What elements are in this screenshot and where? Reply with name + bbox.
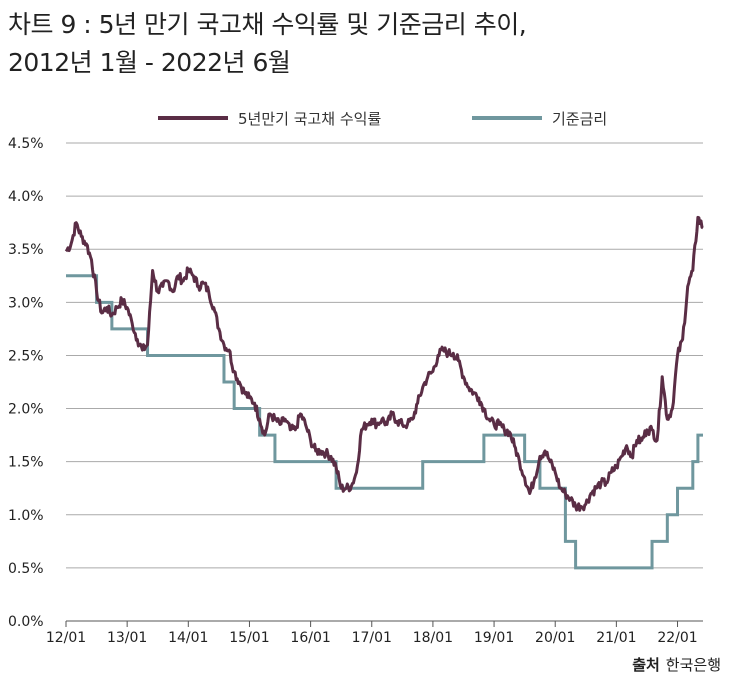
x-tick-label: 14/01 [168,630,208,646]
y-tick-label: 3.0% [8,295,44,311]
source-note: 출처 한국은행 [632,654,721,675]
chart-title-line2: 2012년 1월 - 2022년 6월 [8,48,291,77]
y-tick-label: 1.5% [8,455,44,471]
legend-bond-swatch [158,116,228,120]
x-tick-label: 16/01 [290,630,330,646]
legend-bond-label: 5년만기 국고채 수익률 [238,109,382,128]
y-tick-label: 1.0% [8,508,44,524]
x-tick-label: 18/01 [413,630,453,646]
y-tick-label: 0.5% [8,561,44,577]
legend-item-bond-yield: 5년만기 국고채 수익률 [158,104,381,132]
y-tick-label: 4.5% [8,136,44,152]
x-tick-label: 15/01 [229,630,269,646]
x-tick-label: 19/01 [474,630,514,646]
x-tick-label: 20/01 [535,630,575,646]
x-tick-label: 12/01 [46,630,86,646]
x-tick-label: 17/01 [352,630,392,646]
legend-item-base-rate: 기준금리 [472,104,607,132]
x-tick-label: 22/01 [657,630,697,646]
legend-base-label: 기준금리 [552,109,608,128]
series-line-base-rate [66,274,703,570]
chart-legend: 5년만기 국고채 수익률 기준금리 [0,104,735,132]
y-tick-label: 3.5% [8,242,44,258]
series-line-bond-yield [64,215,704,512]
y-tick-label: 2.5% [8,348,44,364]
chart-title-line1: 차트 9 : 5년 만기 국고채 수익률 및 기준금리 추이, [8,10,527,39]
y-tick-label: 2.0% [8,402,44,418]
source-label: 출처 [632,656,660,674]
x-tick-label: 21/01 [596,630,636,646]
y-tick-label: 4.0% [8,189,44,205]
chart-title: 차트 9 : 5년 만기 국고채 수익률 및 기준금리 추이, 2012년 1월… [8,6,527,82]
x-tick-label: 13/01 [107,630,147,646]
legend-base-swatch [472,116,542,120]
source-text: 한국은행 [665,656,721,674]
y-tick-label: 0.0% [8,614,44,630]
